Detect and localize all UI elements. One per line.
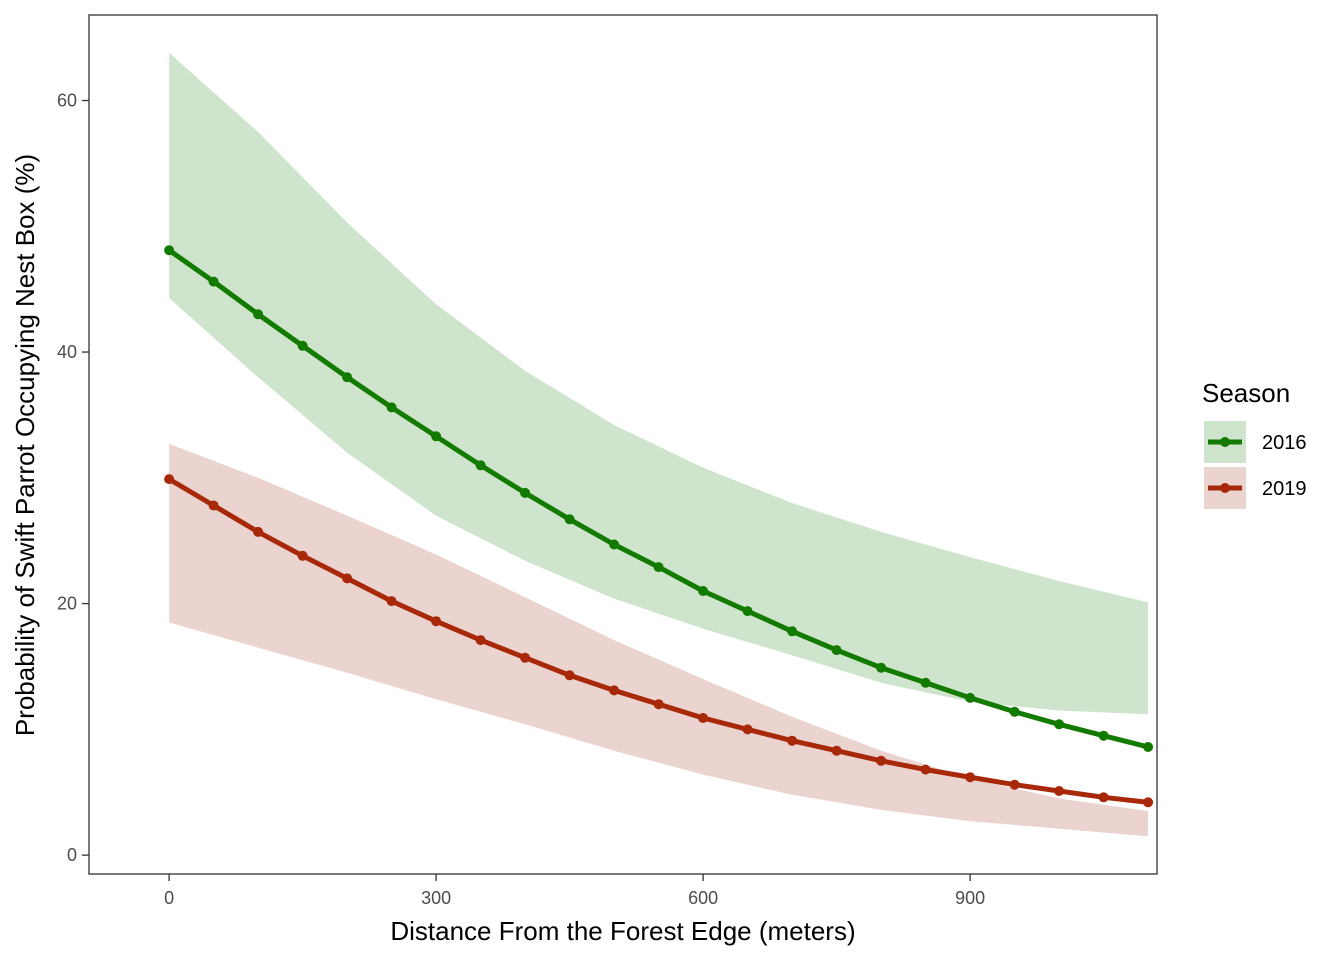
data-point-2019-950 [1009, 779, 1020, 790]
y-axis: 0 20 40 60 [57, 91, 89, 865]
data-point-2016-750 [831, 645, 842, 656]
data-point-2019-850 [920, 764, 931, 775]
data-point-2019-300 [431, 616, 442, 627]
data-point-2019-1050 [1098, 792, 1109, 803]
data-point-2016-0 [164, 245, 175, 256]
data-point-2019-1100 [1143, 797, 1154, 808]
data-point-2016-100 [253, 309, 264, 320]
data-point-2016-450 [564, 514, 575, 525]
data-point-2016-600 [698, 586, 709, 596]
x-tick-label: 300 [421, 888, 451, 908]
confidence-band-2019 [169, 443, 1149, 837]
y-tick-label: 40 [57, 342, 77, 362]
data-point-2016-300 [431, 431, 442, 442]
data-point-2016-150 [297, 340, 308, 351]
data-point-2019-750 [831, 745, 842, 756]
data-point-2016-500 [609, 539, 620, 550]
data-point-2019-200 [342, 573, 353, 584]
data-point-2016-800 [876, 662, 887, 673]
data-point-2019-650 [742, 724, 753, 735]
y-tick-label: 60 [57, 91, 77, 111]
data-point-2016-700 [787, 626, 798, 637]
data-point-2019-0 [164, 474, 175, 485]
data-point-2019-550 [653, 699, 664, 710]
data-point-2019-50 [208, 500, 219, 511]
data-point-2019-600 [698, 713, 709, 723]
legend-label-2019: 2019 [1262, 478, 1307, 500]
data-point-2016-650 [742, 606, 753, 617]
y-tick-label: 20 [57, 594, 77, 614]
data-point-2016-1100 [1143, 742, 1154, 752]
data-point-2019-250 [386, 596, 397, 607]
data-point-2019-350 [475, 635, 486, 646]
data-point-2016-550 [653, 562, 664, 573]
legend-point-2019 [1220, 483, 1230, 493]
x-tick-label: 600 [688, 888, 718, 908]
data-point-2016-250 [386, 402, 397, 413]
legend-title: Season [1202, 378, 1290, 408]
data-point-2019-700 [787, 735, 798, 746]
data-point-2016-900 [965, 692, 976, 703]
confidence-bands [169, 52, 1149, 837]
y-tick-label: 0 [67, 845, 77, 865]
data-point-2019-100 [253, 526, 264, 537]
y-axis-title: Probability of Swift Parrot Occupying Ne… [10, 154, 40, 736]
data-point-2016-950 [1009, 706, 1020, 717]
data-point-2016-50 [208, 276, 219, 287]
data-point-2019-800 [876, 755, 887, 766]
data-point-2019-450 [564, 670, 575, 681]
legend: Season 2016 2019 [1202, 378, 1307, 509]
x-tick-label: 900 [955, 888, 985, 908]
data-point-2016-1050 [1098, 730, 1109, 741]
legend-point-2016 [1220, 437, 1230, 447]
data-point-2016-400 [520, 487, 531, 498]
x-axis-title: Distance From the Forest Edge (meters) [390, 916, 855, 946]
data-point-2016-1000 [1054, 719, 1065, 730]
data-point-2019-150 [297, 550, 308, 561]
x-axis: 0 300 600 900 [164, 874, 985, 908]
x-tick-label: 0 [164, 888, 174, 908]
data-point-2019-900 [965, 772, 976, 783]
confidence-band-2016 [169, 52, 1149, 715]
data-point-2019-1000 [1054, 786, 1065, 796]
plot-border [88, 14, 1158, 875]
data-point-2016-200 [342, 372, 353, 383]
data-point-2016-850 [920, 677, 931, 688]
series-points [164, 245, 1154, 808]
data-point-2019-500 [609, 685, 620, 696]
legend-label-2016: 2016 [1262, 432, 1307, 454]
data-point-2019-400 [520, 652, 531, 663]
data-point-2016-350 [475, 460, 486, 471]
